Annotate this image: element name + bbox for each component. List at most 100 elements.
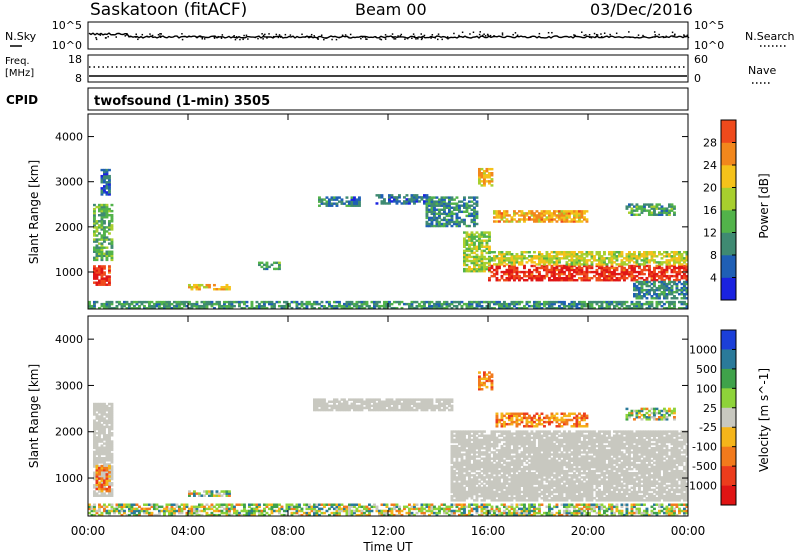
power-cell <box>553 274 556 278</box>
power-cell <box>108 265 111 268</box>
velocity-cell <box>505 436 509 440</box>
power-cell <box>565 263 569 266</box>
velocity-cell <box>450 478 454 481</box>
power-cell <box>443 218 446 222</box>
power-cell <box>488 172 491 175</box>
power-cell <box>663 286 666 290</box>
power-cell <box>683 302 686 306</box>
velocity-cell <box>458 467 461 471</box>
velocity-cell <box>538 451 541 454</box>
power-cell <box>578 259 581 262</box>
n-search-point <box>547 31 550 34</box>
velocity-cell <box>500 455 504 458</box>
velocity-cell <box>108 485 111 489</box>
velocity-cell <box>100 427 104 431</box>
power-cell <box>663 211 666 214</box>
n-search-point <box>420 33 423 35</box>
power-cell <box>223 302 226 306</box>
power-cell <box>408 302 411 306</box>
power-cell <box>533 255 536 258</box>
velocity-cell <box>515 442 519 446</box>
power-cell <box>578 212 581 215</box>
power-cell <box>93 275 96 278</box>
power-cell <box>600 261 604 264</box>
velocity-cell <box>105 463 109 466</box>
power-cell <box>220 285 224 289</box>
velocity-cell <box>520 484 524 488</box>
power-cell <box>480 306 484 310</box>
power-cell <box>378 300 381 304</box>
power-cell <box>650 211 654 214</box>
power-cell <box>490 180 494 183</box>
power-cell <box>490 167 494 171</box>
velocity-cell <box>520 463 524 467</box>
velocity-cell <box>498 469 501 473</box>
power-cell <box>483 257 486 261</box>
power-cell <box>545 302 549 306</box>
power-cell <box>98 254 101 258</box>
velocity-cell <box>490 499 494 502</box>
n-search-point <box>275 33 278 36</box>
power-cell <box>305 302 309 306</box>
power-cell <box>580 306 584 310</box>
velocity-cell <box>555 451 559 454</box>
power-cell <box>278 263 281 267</box>
power-cell <box>508 302 511 306</box>
velocity-cell <box>518 497 521 500</box>
power-cell <box>653 207 656 210</box>
velocity-cell <box>438 398 441 401</box>
power-cell <box>493 210 496 213</box>
n-search-point <box>538 32 541 35</box>
velocity-cell <box>103 427 106 431</box>
velocity-cell <box>525 440 529 444</box>
n-search-point <box>107 35 109 38</box>
power-cell <box>398 302 401 306</box>
power-cell <box>645 284 649 288</box>
power-cell <box>463 253 466 257</box>
power-cell <box>490 300 494 304</box>
power-cell <box>523 212 526 215</box>
power-cell <box>535 220 539 223</box>
velocity-cell <box>323 406 326 410</box>
power-cell <box>488 233 491 236</box>
power-cell <box>600 272 604 276</box>
velocity-cell <box>468 455 471 458</box>
velocity-cell <box>110 465 114 468</box>
power-cell <box>170 302 174 306</box>
power-cell <box>488 268 491 272</box>
power-cell <box>335 196 339 199</box>
power-cell <box>430 220 434 224</box>
power-cell <box>448 214 451 218</box>
power-cell <box>483 184 486 187</box>
power-cell <box>670 286 674 290</box>
power-cell <box>648 205 651 208</box>
power-cell <box>605 263 609 266</box>
power-cell <box>393 200 396 203</box>
velocity-cell <box>498 457 501 460</box>
velocity-cell <box>450 455 454 458</box>
velocity-cell <box>530 432 534 435</box>
velocity-cell <box>423 402 426 406</box>
velocity-cell <box>550 484 554 488</box>
velocity-cell <box>110 406 114 410</box>
velocity-cell <box>488 486 491 490</box>
power-cell <box>513 300 516 304</box>
power-cell <box>673 255 676 258</box>
velocity-cell <box>455 436 459 440</box>
velocity-cell <box>560 453 564 456</box>
velocity-cell <box>480 463 484 467</box>
velocity-cell <box>505 494 509 498</box>
power-cell <box>440 200 444 203</box>
velocity-cell <box>550 438 554 442</box>
power-cell <box>685 266 689 270</box>
power-cell <box>213 306 216 310</box>
velocity-cell <box>505 438 509 442</box>
velocity-cell <box>545 447 549 450</box>
power-cell <box>420 304 424 308</box>
power-cell <box>220 304 224 308</box>
power-cell <box>473 222 476 226</box>
velocity-cell <box>495 442 499 446</box>
power-cell <box>548 300 551 304</box>
velocity-cell <box>485 497 489 500</box>
power-cell <box>210 300 214 304</box>
